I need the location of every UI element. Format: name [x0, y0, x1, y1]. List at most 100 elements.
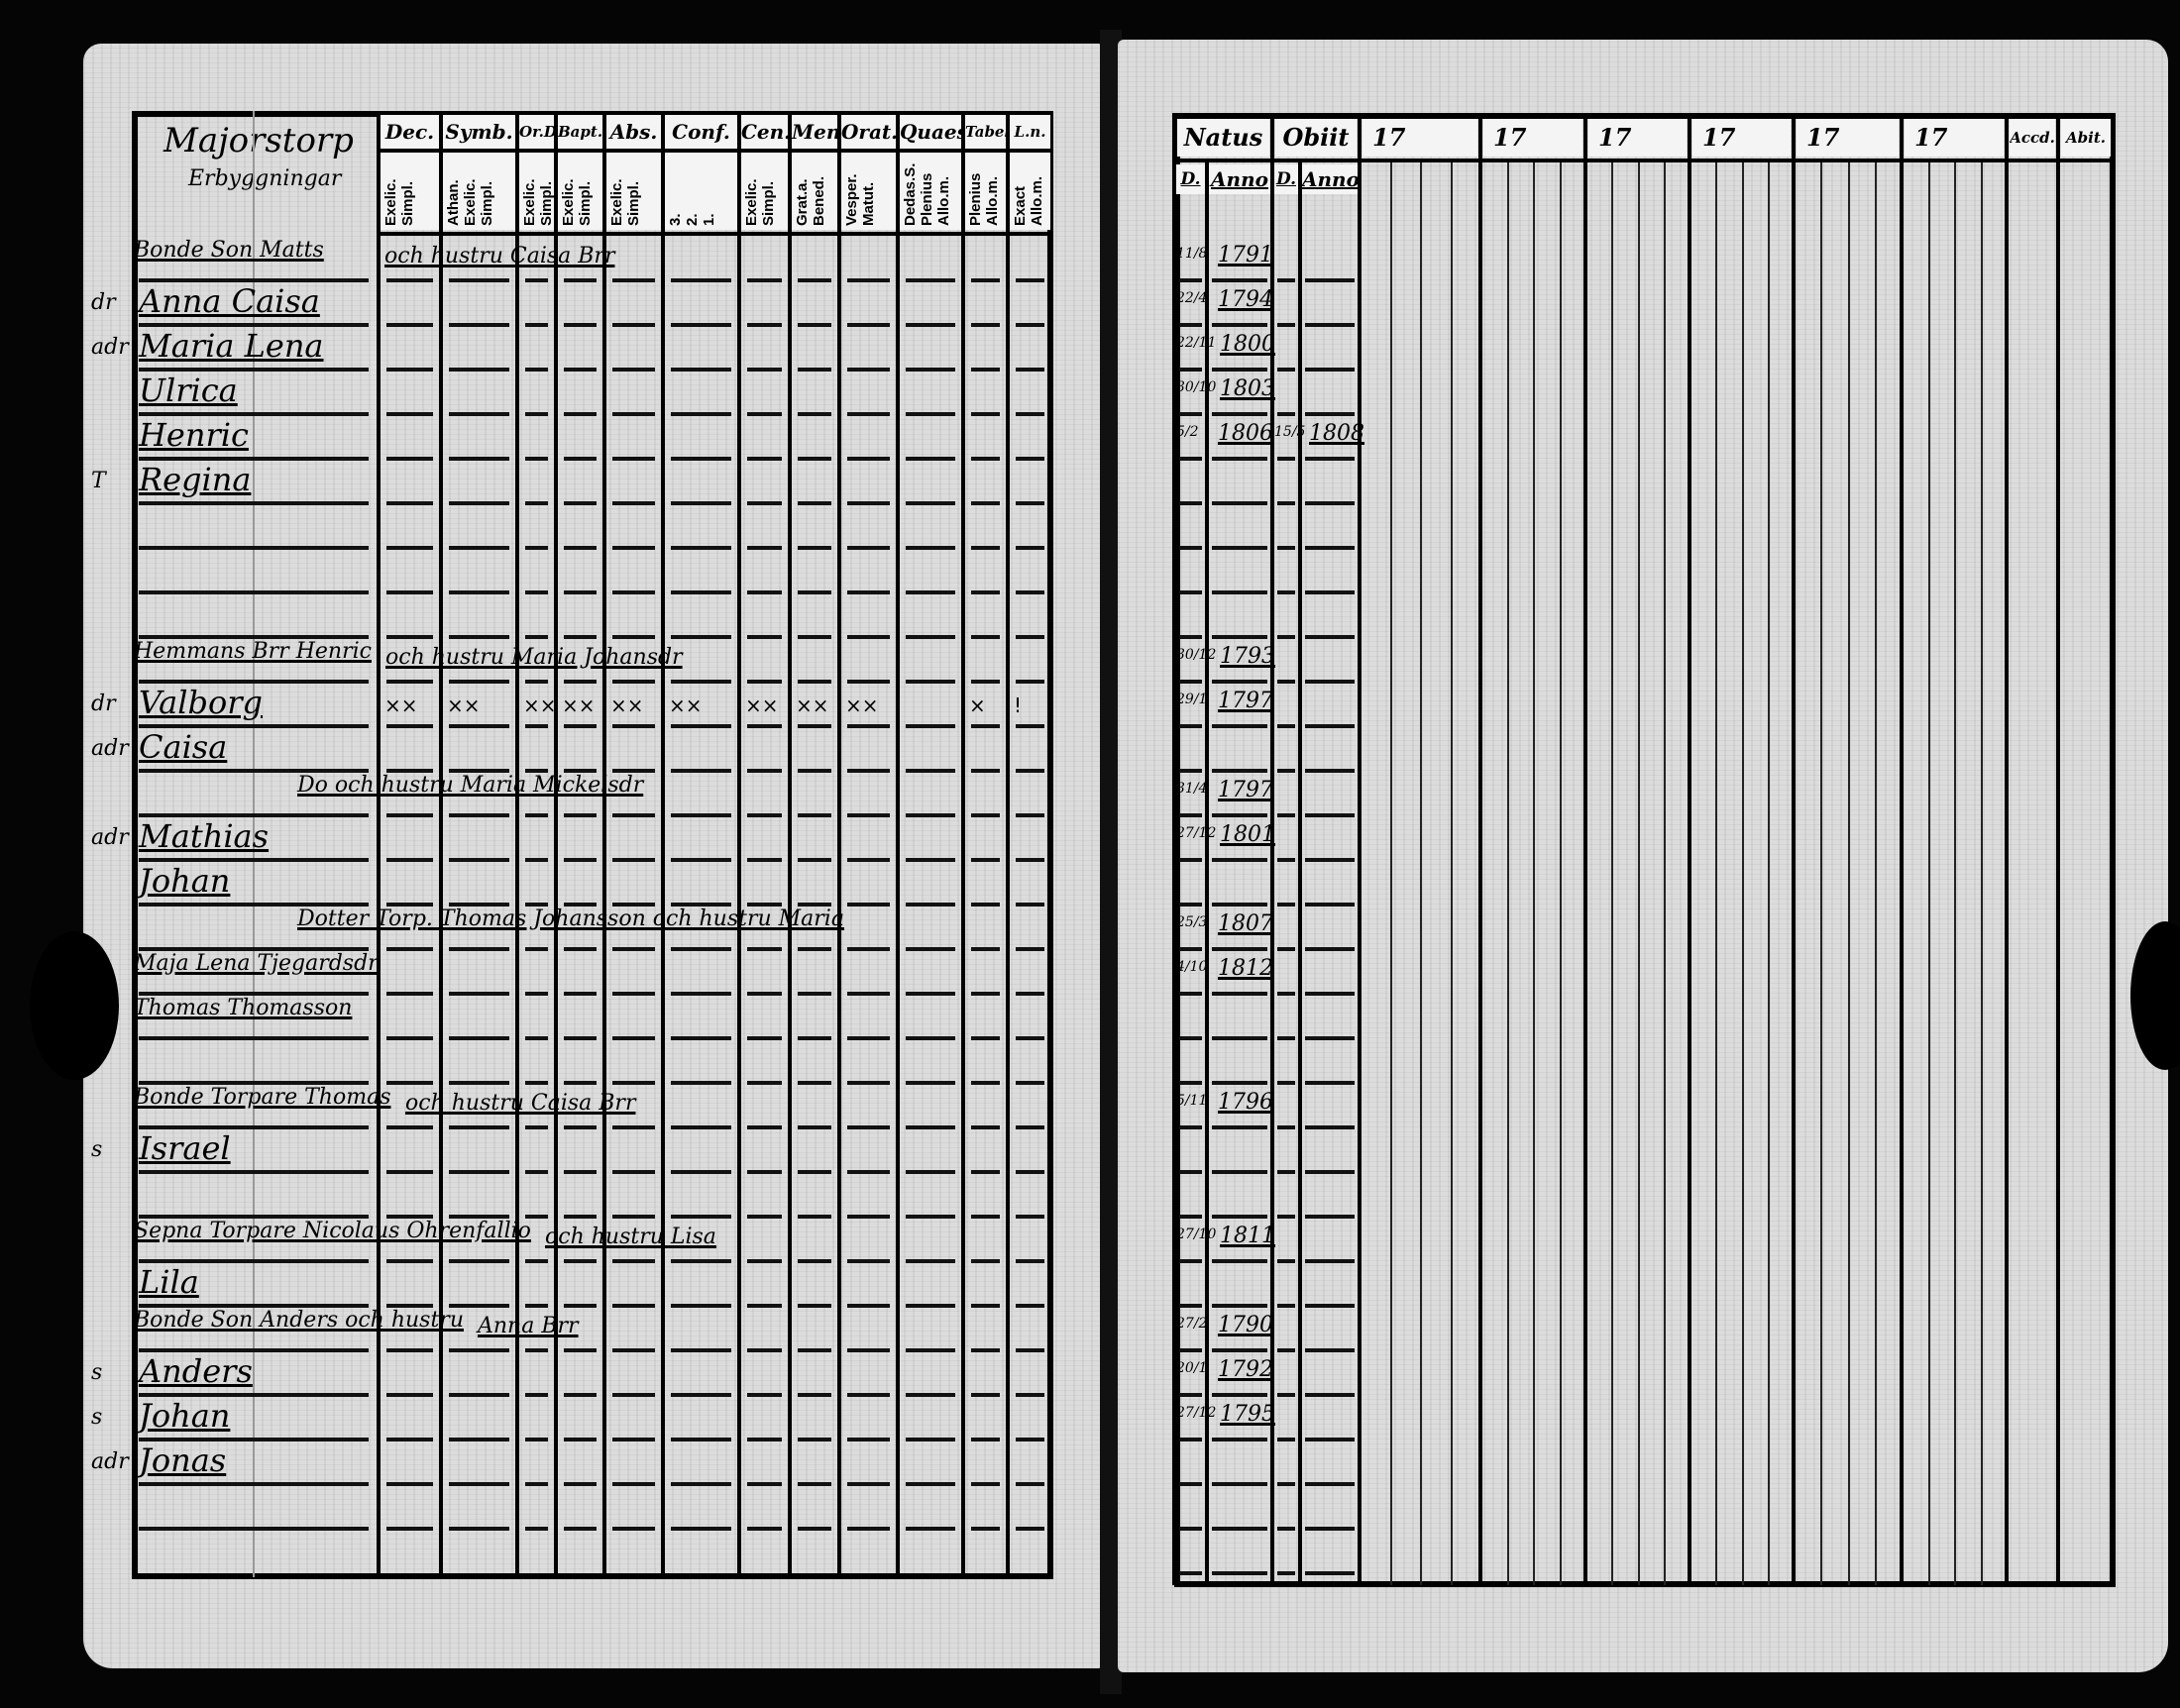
birth-year: 1795: [1220, 1402, 1275, 1427]
row-rule: [1305, 1348, 1355, 1352]
row-rule: [1305, 1438, 1355, 1441]
row-rule: [847, 1081, 890, 1085]
row-rule: [747, 1482, 782, 1486]
column-subheader: Exelic. Simpl.: [606, 153, 661, 230]
row-rule: [1179, 992, 1202, 996]
row-rule: [564, 680, 597, 684]
row-rule: [564, 278, 597, 282]
column-divider: [1205, 160, 1209, 1585]
row-rule: [612, 1482, 655, 1486]
row-rule: [671, 1438, 731, 1441]
row-rule: [1277, 546, 1295, 550]
row-rule: [1212, 769, 1267, 773]
column-subheader: Exelic. Simpl.: [381, 153, 439, 230]
row-rule: [798, 1081, 831, 1085]
row-rule: [798, 1304, 831, 1308]
row-rule: [139, 947, 369, 951]
column-header: Bapt.: [558, 115, 602, 149]
row-rule: [1212, 903, 1267, 907]
person-entry: Bonde Son Matts: [134, 238, 324, 263]
row-rule: [1305, 1170, 1355, 1174]
row-rule: [1016, 1304, 1044, 1308]
row-rule: [612, 278, 655, 282]
row-rule: [612, 858, 655, 862]
row-rule: [139, 992, 369, 996]
row-rule: [1212, 368, 1267, 372]
row-rule: [612, 1125, 655, 1129]
row-rule: [525, 992, 548, 996]
row-rule: [747, 903, 782, 907]
row-rule: [1179, 1259, 1202, 1263]
row-rule: [612, 813, 655, 817]
row-rule: [971, 1215, 1000, 1219]
row-rule: [798, 1170, 831, 1174]
row-rule: [1277, 1125, 1295, 1129]
row-rule: [971, 724, 1000, 728]
sub-column-divider: [1741, 160, 1744, 1585]
row-rule: [139, 1125, 369, 1129]
row-rule: [525, 323, 548, 327]
sub-column-divider: [1637, 160, 1640, 1585]
row-rule: [1212, 992, 1267, 996]
row-rule: [1212, 546, 1267, 550]
row-rule: [906, 724, 955, 728]
row-rule: [1179, 947, 1202, 951]
row-rule: [525, 1527, 548, 1531]
row-rule: [449, 1081, 509, 1085]
row-rule: [671, 769, 731, 773]
row-rule: [971, 457, 1000, 461]
row-rule: [1016, 1081, 1044, 1085]
row-rule: [747, 501, 782, 505]
row-rule: [798, 1438, 831, 1441]
row-rule: [1277, 1081, 1295, 1085]
row-rule: [449, 1527, 509, 1531]
birth-death-register-table: [1174, 113, 2116, 1587]
column-header: Symb.: [443, 115, 515, 149]
row-rule: [1305, 501, 1355, 505]
row-rule: [449, 724, 509, 728]
row-rule: [564, 1348, 597, 1352]
column-subheader: Exelic. Simpl.: [519, 153, 554, 230]
entry-continuation: Anna Brr: [478, 1314, 579, 1338]
right-page: [1118, 40, 2168, 1672]
row-rule: [798, 947, 831, 951]
row-rule: [1179, 1081, 1202, 1085]
row-rule: [906, 769, 955, 773]
column-divider: [377, 111, 381, 1577]
row-rule: [449, 1393, 509, 1397]
birth-year: 1807: [1218, 911, 1273, 936]
row-rule: [798, 1036, 831, 1040]
row-rule: [386, 1482, 433, 1486]
row-rule: [1305, 457, 1355, 461]
row-rule: [971, 635, 1000, 639]
birth-year: 1793: [1220, 644, 1275, 669]
row-rule: [449, 858, 509, 862]
row-rule: [1305, 813, 1355, 817]
row-rule: [525, 278, 548, 282]
row-rule: [1277, 813, 1295, 817]
row-rule: [906, 1215, 955, 1219]
row-rule: [386, 1125, 433, 1129]
row-rule: [798, 635, 831, 639]
row-rule: [847, 724, 890, 728]
row-rule: [847, 858, 890, 862]
column-divider: [1006, 111, 1010, 1577]
row-rule: [139, 323, 369, 327]
row-rule: [906, 1170, 955, 1174]
sub-column-divider: [1980, 160, 1983, 1585]
row-rule: [847, 368, 890, 372]
row-rule: [1277, 1215, 1295, 1219]
row-rule: [612, 635, 655, 639]
margin-note: s: [91, 1405, 103, 1430]
row-rule: [1179, 903, 1202, 907]
column-subheader: Anno: [1302, 164, 1358, 194]
row-rule: [906, 1259, 955, 1263]
row-rule: [564, 858, 597, 862]
row-rule: [1212, 1527, 1267, 1531]
row-rule: [564, 323, 597, 327]
row-rule: [847, 1482, 890, 1486]
row-rule: [564, 590, 597, 594]
birth-year: 1801: [1220, 822, 1275, 847]
column-divider: [2005, 113, 2009, 1585]
row-rule: [139, 1081, 369, 1085]
